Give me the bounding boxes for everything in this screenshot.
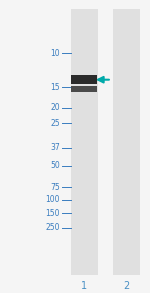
Text: 250: 250: [45, 224, 60, 233]
Text: 75: 75: [50, 183, 60, 192]
Bar: [71, 75, 97, 84]
Text: 25: 25: [50, 118, 60, 127]
Text: 150: 150: [45, 209, 60, 217]
Text: 10: 10: [50, 49, 60, 57]
Text: 1: 1: [81, 281, 87, 291]
Text: 2: 2: [123, 281, 129, 291]
Text: 37: 37: [50, 144, 60, 152]
Bar: [70, 9, 98, 275]
Bar: [112, 9, 140, 275]
Text: 100: 100: [45, 195, 60, 205]
Bar: [71, 86, 97, 92]
Text: 15: 15: [50, 83, 60, 91]
Text: 20: 20: [50, 103, 60, 113]
Text: 50: 50: [50, 161, 60, 171]
